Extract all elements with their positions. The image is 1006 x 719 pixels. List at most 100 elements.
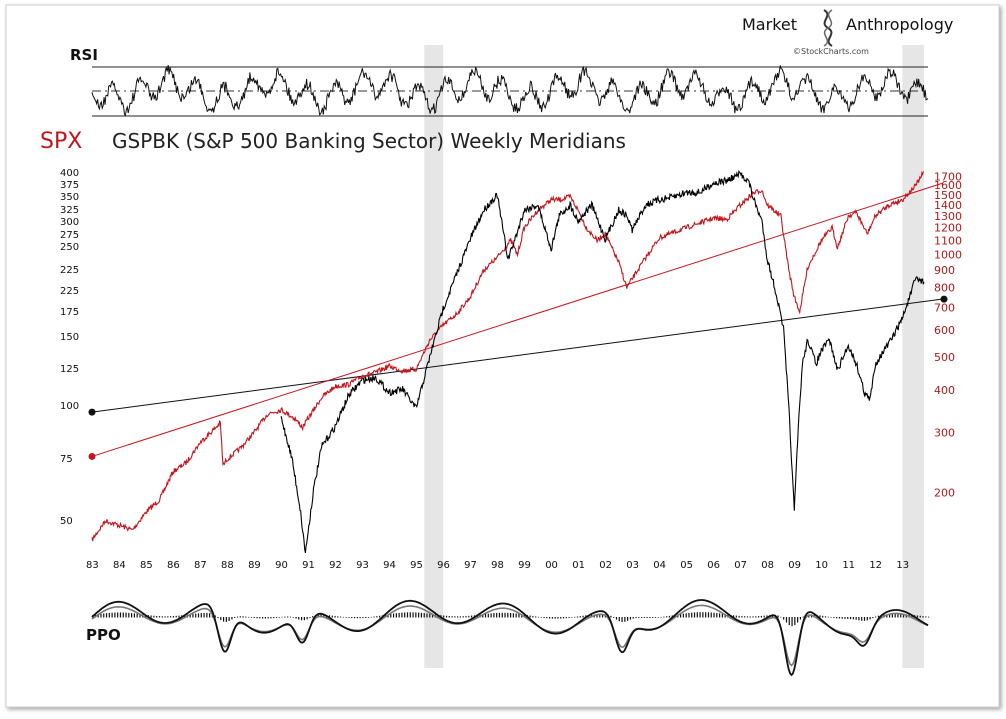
ppo-hist-bar [646, 617, 648, 619]
ppo-hist-bar [705, 612, 707, 618]
ppo-hist-bar [197, 613, 200, 618]
right-tick-label: 300 [934, 426, 955, 439]
ppo-hist-bar [668, 615, 671, 618]
panel-background [5, 4, 1000, 708]
ppo-hist-bar [100, 613, 102, 618]
ppo-hist-bar [161, 616, 163, 618]
right-tick-label: 600 [934, 324, 955, 337]
ppo-hist-bar [574, 616, 576, 618]
ppo-hist-bar [635, 617, 637, 619]
trendline-1 [91, 182, 943, 457]
ppo-hist-bar [532, 615, 534, 618]
ppo-hist-bar [744, 616, 746, 618]
ppo-hist-bar [551, 617, 553, 619]
ppo-hist-bar [175, 615, 177, 618]
ppo-hist-bar [861, 617, 863, 621]
ppo-hist-bar [236, 616, 239, 618]
ppo-hist-bar [888, 614, 891, 618]
left-tick-label: 325 [60, 205, 79, 216]
x-tick-label: 93 [356, 560, 369, 571]
ppo-hist-bar [376, 616, 378, 618]
trendline-anchor [940, 295, 948, 303]
main-plot: 4003753503253002752502252251751501251007… [60, 168, 962, 571]
ppo-hist-bar [504, 612, 506, 618]
ppo-hist-bar [284, 616, 286, 618]
trendlines [88, 182, 948, 460]
ppo-hist-bar [535, 616, 537, 618]
ppo-hist-bar [738, 615, 740, 618]
ppo-hist-bar [777, 615, 779, 618]
ppo-hist-bar [139, 614, 141, 618]
x-tick-label: 05 [680, 560, 693, 571]
ppo-hist-bar [164, 616, 166, 618]
x-tick-label: 87 [194, 560, 207, 571]
ppo-hist-bar [498, 612, 501, 618]
ppo-hist-bar [596, 614, 598, 618]
ppo-hist-bar [420, 612, 423, 618]
ppo-hist-bar [351, 617, 353, 619]
ppo-hist-bar [275, 617, 278, 618]
ppo-hist-bar [292, 617, 294, 618]
left-tick-label: 225 [60, 286, 79, 297]
ppo-hist-bar [370, 616, 372, 618]
ppo-hist-bar [206, 612, 208, 618]
ppo-hist-bar [719, 613, 721, 618]
left-tick-label: 75 [60, 454, 73, 465]
ppo-hist-bar [345, 617, 347, 618]
ppo-hist-bar [117, 612, 119, 618]
ppo-hist-bar [624, 617, 626, 622]
left-tick-label: 175 [60, 307, 79, 318]
ppo-hist-bar [114, 612, 116, 618]
ppo-hist-bar [267, 617, 269, 619]
ppo-hist-bar [833, 617, 835, 618]
ppo-line [91, 599, 929, 677]
ppo-hist-bar [746, 616, 749, 618]
ppo-hist-bar [785, 617, 788, 623]
left-tick-label: 50 [60, 516, 73, 527]
ppo-hist-bar [348, 617, 350, 618]
ppo-hist-bar [409, 612, 411, 618]
shaded-period-0 [424, 45, 444, 668]
ppo-hist-bar [459, 616, 462, 618]
ppo-hist-bar [404, 612, 406, 618]
ppo-hist-bar [426, 613, 428, 618]
ppo-hist-bar [379, 615, 381, 618]
ppo-hist-bar [599, 614, 601, 618]
ppo-hist-bar [356, 617, 358, 619]
brand-market: Market [742, 15, 797, 34]
x-tick-label: 07 [734, 560, 747, 571]
ppo-hist-bar [431, 614, 434, 618]
ppo-hist-bar [462, 616, 464, 618]
brand-anthropology: Anthropology [846, 15, 953, 34]
x-tick-label: 03 [626, 560, 639, 571]
ppo-hist-bar [259, 617, 261, 619]
ppo-hist-bar [158, 616, 161, 618]
ppo-hist-bar [253, 617, 255, 619]
ppo-hist-bar [643, 617, 645, 618]
ppo-hist-bar [395, 613, 397, 618]
ppo-hist-bar [891, 614, 893, 618]
ppo-hist-bar [156, 615, 158, 618]
x-tick-label: 99 [518, 560, 531, 571]
ppo-hist-bar [200, 613, 202, 618]
ppo-hist-bar [546, 617, 548, 619]
ppo-hist-bar [791, 617, 793, 627]
ppo-hist-bar [838, 617, 841, 619]
ppo-hist-bar [415, 612, 417, 618]
ppo-hist-bar [710, 612, 712, 618]
series-gspbk-line [280, 170, 925, 554]
ppo-hist-bar [830, 617, 832, 618]
ppo-hist-bar [448, 615, 450, 618]
ppo-hist-bar [844, 617, 846, 619]
ppo-hist-bar [568, 617, 570, 618]
ppo-hist-bar [515, 613, 517, 618]
ppo-hist-bar [760, 615, 762, 618]
ppo-hist-bar [306, 617, 308, 620]
ppo-hist-bar [916, 615, 919, 618]
shaded-periods [424, 45, 924, 668]
ppo-hist-bar [178, 615, 180, 618]
ppo-hist-bar [783, 617, 785, 620]
ppo-hist-bar [562, 617, 565, 619]
ppo-hist-bar [125, 612, 127, 618]
